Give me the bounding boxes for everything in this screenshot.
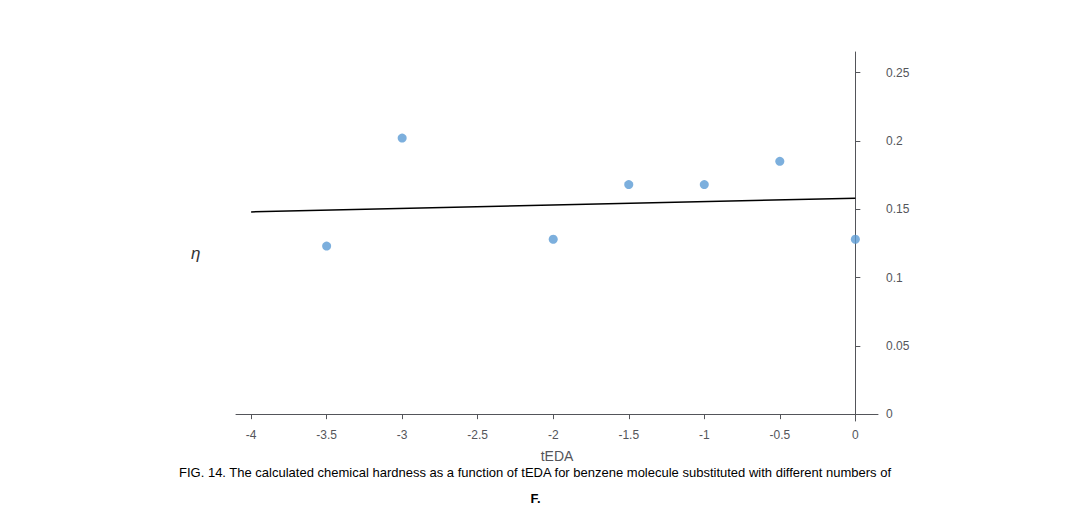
svg-text:-3.5: -3.5 — [316, 428, 337, 442]
svg-text:-1.5: -1.5 — [618, 428, 639, 442]
svg-text:-2.5: -2.5 — [467, 428, 488, 442]
svg-text:0.25: 0.25 — [886, 66, 910, 80]
svg-text:-4: -4 — [246, 428, 257, 442]
svg-text:-0.5: -0.5 — [769, 428, 790, 442]
svg-text:0: 0 — [852, 428, 859, 442]
svg-text:0.05: 0.05 — [886, 339, 910, 353]
svg-text:F.: F. — [530, 491, 540, 506]
svg-text:-2: -2 — [548, 428, 559, 442]
svg-text:0.1: 0.1 — [886, 271, 903, 285]
svg-text:-3: -3 — [397, 428, 408, 442]
svg-text:FIG. 14. The calculated chemic: FIG. 14. The calculated chemical hardnes… — [179, 465, 891, 480]
svg-text:tEDA: tEDA — [541, 448, 574, 464]
svg-text:0.15: 0.15 — [886, 202, 910, 216]
svg-text:η: η — [191, 244, 200, 263]
svg-text:0: 0 — [886, 407, 893, 421]
svg-text:-1: -1 — [699, 428, 710, 442]
svg-text:0.2: 0.2 — [886, 134, 903, 148]
